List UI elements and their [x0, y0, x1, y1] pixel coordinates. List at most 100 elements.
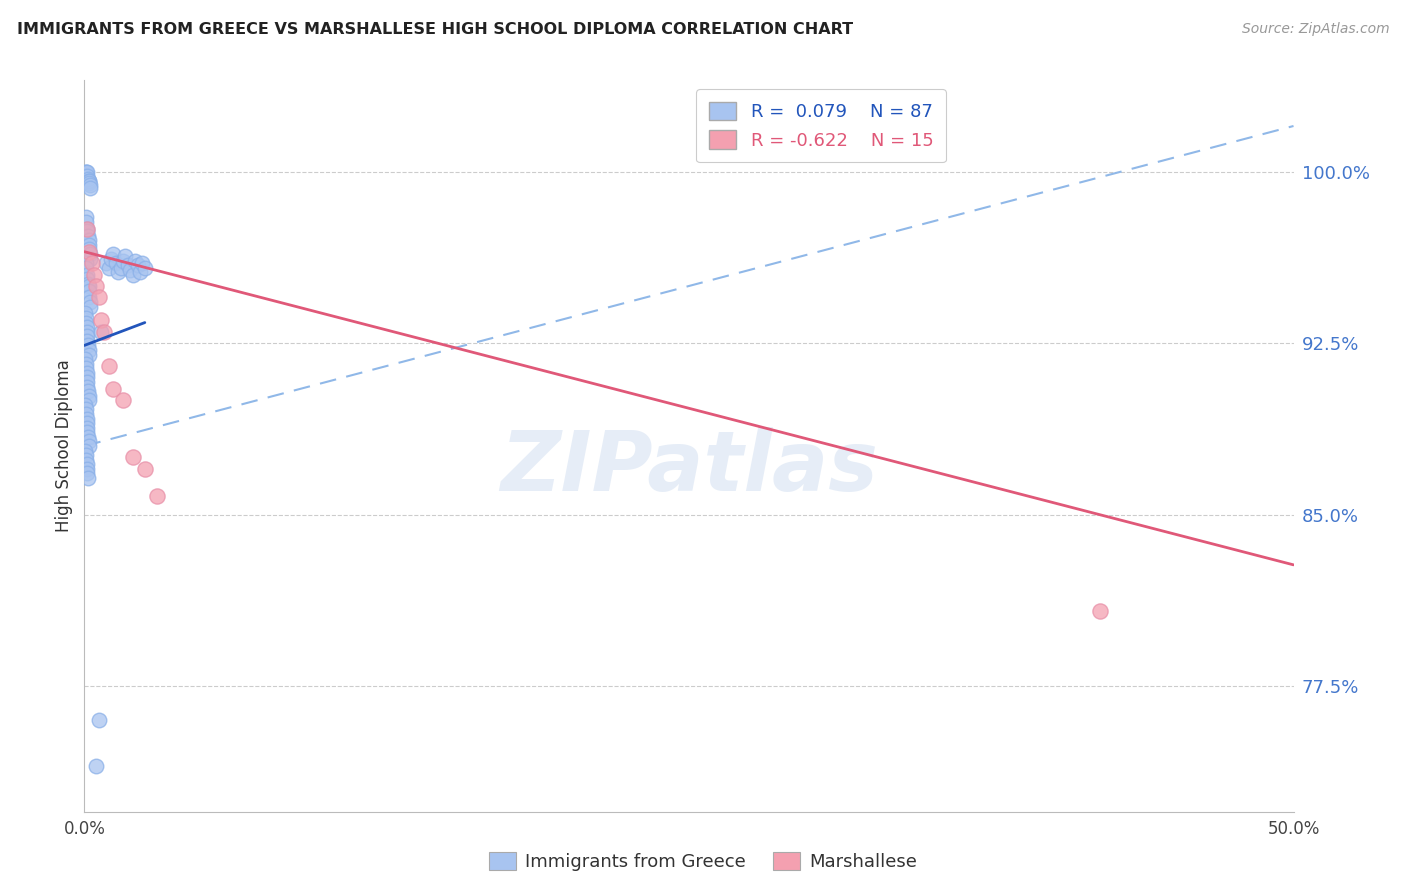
Point [112, 253, 135, 268]
Point [75, 310, 97, 325]
Point [76, 222, 98, 236]
Point [90, 313, 112, 327]
Point [79, 252, 101, 266]
Point [75, 357, 97, 371]
Point [114, 249, 136, 263]
Point [90, 325, 112, 339]
Legend: R =  0.079    N = 87, R = -0.622    N = 15: R = 0.079 N = 87, R = -0.622 N = 15 [696, 89, 946, 162]
Point [83, 268, 105, 282]
Point [117, 259, 139, 273]
Point [76, 272, 98, 286]
Point [79, 300, 101, 314]
Text: Source: ZipAtlas.com: Source: ZipAtlas.com [1241, 22, 1389, 37]
Point [75, 215, 97, 229]
Point [76, 457, 98, 471]
Point [87, 290, 110, 304]
Point [127, 259, 149, 273]
Point [94, 256, 117, 270]
Point [76, 425, 98, 440]
Point [79, 247, 101, 261]
Point [129, 265, 152, 279]
Point [131, 256, 153, 270]
Point [76, 268, 98, 282]
Point [75, 256, 97, 270]
Point [75, 260, 97, 275]
Point [76, 411, 98, 425]
Point [103, 382, 125, 396]
Point [77, 171, 100, 186]
Point [76, 329, 98, 343]
Point [76, 370, 98, 384]
Point [75, 316, 97, 330]
Point [121, 268, 143, 282]
Point [80, 256, 103, 270]
Point [75, 164, 97, 178]
Point [77, 338, 100, 352]
Point [86, 279, 108, 293]
Point [75, 211, 97, 225]
Point [121, 450, 143, 465]
Point [76, 222, 98, 236]
Point [79, 178, 101, 193]
Point [76, 467, 98, 481]
Text: IMMIGRANTS FROM GREECE VS MARSHALLESE HIGH SCHOOL DIPLOMA CORRELATION CHART: IMMIGRANTS FROM GREECE VS MARSHALLESE HI… [17, 22, 853, 37]
Point [76, 462, 98, 476]
Point [97, 260, 120, 275]
Point [77, 384, 100, 398]
Point [76, 420, 98, 434]
Point [76, 169, 98, 184]
Point [77, 471, 100, 485]
Point [76, 334, 98, 348]
Point [75, 306, 97, 320]
Point [76, 325, 98, 339]
Point [76, 164, 98, 178]
Point [76, 366, 98, 380]
Point [75, 452, 97, 467]
Point [124, 253, 146, 268]
Point [75, 352, 97, 367]
Point [77, 434, 100, 449]
Point [77, 243, 100, 257]
Point [76, 379, 98, 393]
Point [79, 180, 101, 194]
Point [77, 233, 100, 247]
Point [100, 252, 122, 266]
Point [77, 174, 100, 188]
Point [75, 361, 97, 376]
Point [75, 398, 97, 412]
Point [77, 393, 100, 408]
Point [77, 290, 100, 304]
Point [75, 402, 97, 417]
Point [79, 295, 101, 310]
Point [75, 448, 97, 462]
Point [107, 265, 129, 279]
Point [75, 443, 97, 458]
Point [77, 284, 100, 298]
Point [77, 176, 100, 190]
Point [77, 244, 100, 259]
Point [77, 430, 100, 444]
Point [87, 713, 110, 727]
Point [76, 224, 98, 238]
Point [75, 164, 97, 178]
Point [76, 416, 98, 430]
Point [77, 238, 100, 252]
Point [146, 489, 169, 503]
Point [76, 375, 98, 389]
Point [1088, 603, 1111, 617]
Point [120, 263, 142, 277]
Point [104, 256, 127, 270]
Point [97, 359, 120, 373]
Point [86, 759, 108, 773]
Point [134, 260, 156, 275]
Point [77, 343, 100, 357]
Point [77, 174, 100, 188]
Point [76, 320, 98, 334]
Point [77, 439, 100, 453]
Point [77, 347, 100, 362]
Y-axis label: High School Diploma: High School Diploma [55, 359, 73, 533]
Point [112, 393, 135, 408]
Point [77, 277, 100, 291]
Point [75, 407, 97, 421]
Point [77, 389, 100, 403]
